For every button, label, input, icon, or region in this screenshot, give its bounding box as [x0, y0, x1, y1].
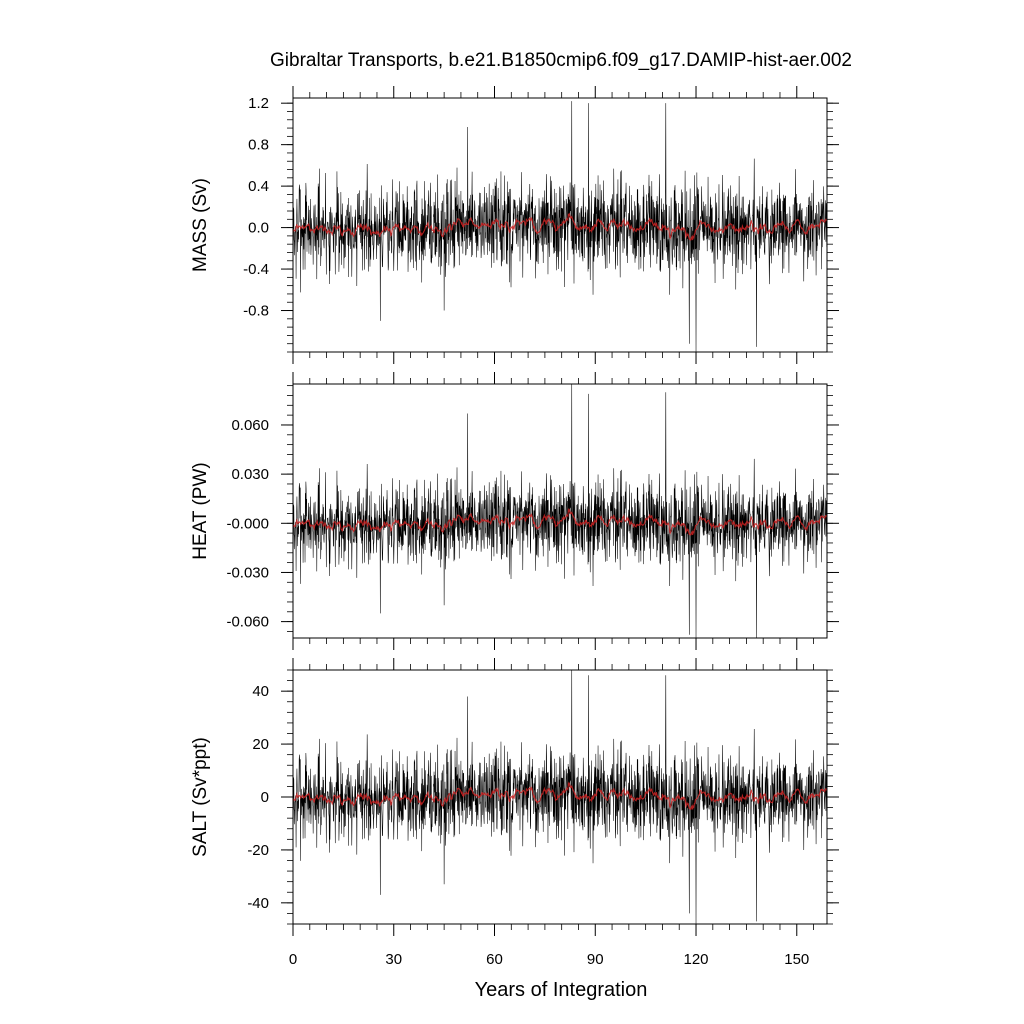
xtick-label: 150 — [784, 951, 809, 968]
heat-ytick-label: -0.030 — [226, 564, 269, 581]
heat-ytick-label: -0.060 — [226, 614, 269, 631]
heat-plot-frame — [292, 383, 828, 639]
mass-y-axis-label: MASS (Sv) — [190, 178, 211, 272]
xtick-label: 120 — [684, 951, 709, 968]
heat-annual-series-line — [292, 507, 828, 536]
mass-ytick-label: -0.4 — [243, 261, 269, 278]
salt-ytick-label: -40 — [247, 895, 269, 912]
salt-ytick-label: 0 — [261, 789, 269, 806]
salt-y-axis-label: SALT (Sv*ppt) — [190, 737, 211, 857]
xtick-label: 90 — [587, 951, 604, 968]
mass-annual-series-line — [292, 212, 828, 241]
heat-y-axis-label: HEAT (PW) — [190, 462, 211, 559]
mass-panel: -0.8 -0.4 0.0 0.4 0.8 1.2 MASS (Sv) — [190, 86, 839, 364]
salt-monthly-series-line — [292, 669, 828, 925]
heat-ytick-label: 0.030 — [231, 466, 269, 483]
mass-ytick-label: 1.2 — [248, 95, 269, 112]
mass-ytick-label: 0.8 — [248, 137, 269, 154]
mass-plot-frame — [292, 97, 828, 353]
xtick-label: 0 — [289, 951, 297, 968]
xtick-label: 30 — [385, 951, 402, 968]
salt-ytick-label: -20 — [247, 842, 269, 859]
salt-ytick-label: 40 — [252, 683, 269, 700]
mass-monthly-series-line — [292, 101, 828, 353]
salt-ytick-label: 20 — [252, 736, 269, 753]
xtick-label: 60 — [486, 951, 503, 968]
heat-ytick-label: 0.060 — [231, 417, 269, 434]
heat-panel: -0.060 -0.030 -0.000 0.030 0.060 HEAT (PW) — [190, 372, 839, 650]
mass-ytick-label: -0.8 — [243, 303, 269, 320]
salt-panel: -40 -20 0 20 40 0 30 60 90 120 150 SALT (Sv*ppt) — [190, 658, 839, 968]
chart-title: Gibraltar Transports, b.e21.B1850cmip6.f… — [270, 50, 852, 71]
mass-ytick-label: 0.4 — [248, 178, 269, 195]
x-axis-label: Years of Integration — [475, 979, 648, 1001]
salt-annual-series-line — [292, 781, 828, 810]
heat-ytick-label: -0.000 — [226, 515, 269, 532]
heat-monthly-series-line — [292, 383, 828, 639]
mass-ytick-label: 0.0 — [248, 220, 269, 237]
